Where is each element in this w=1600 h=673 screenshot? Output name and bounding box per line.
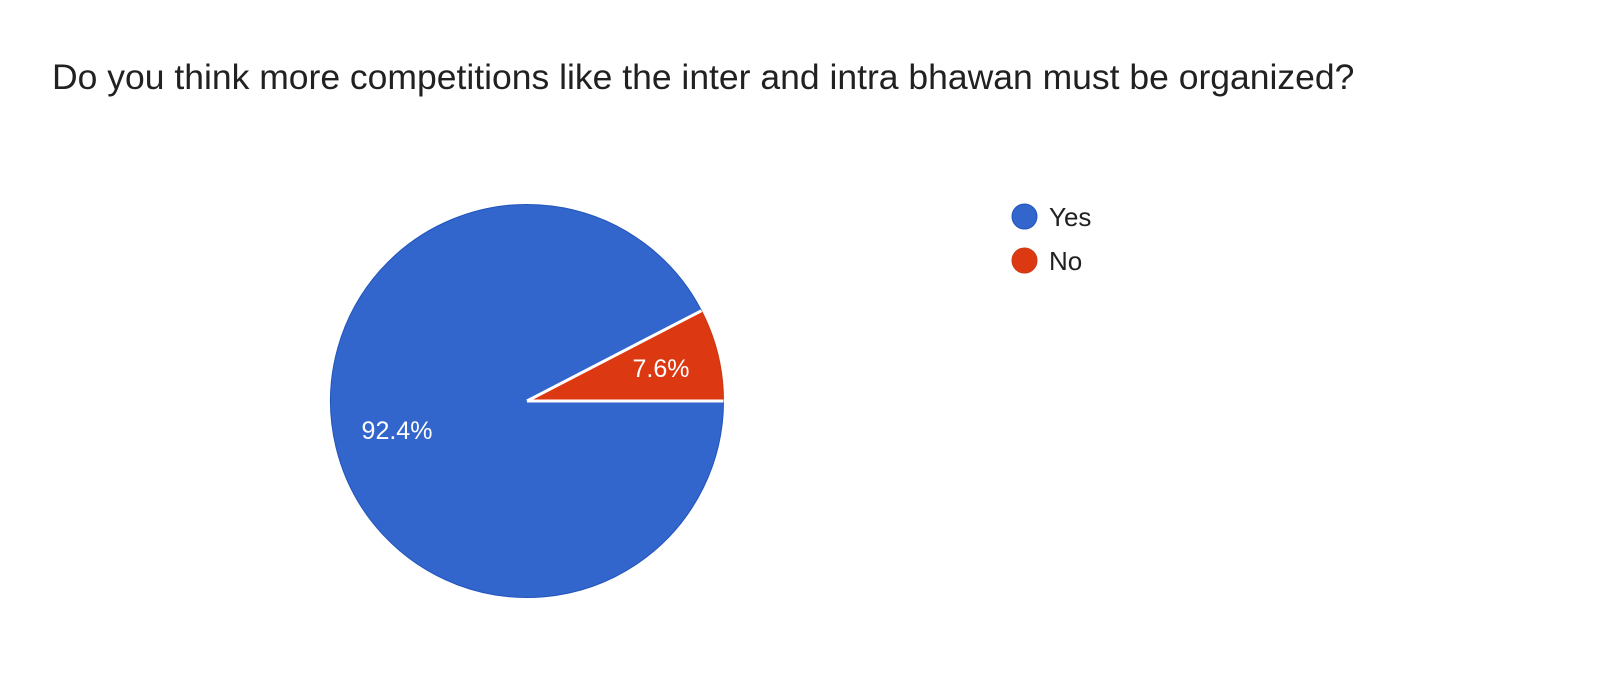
svg-text:92.4%: 92.4% bbox=[362, 417, 433, 445]
svg-text:Yes: Yes bbox=[1049, 202, 1091, 232]
svg-text:7.6%: 7.6% bbox=[633, 355, 690, 383]
svg-text:No: No bbox=[1049, 246, 1082, 276]
